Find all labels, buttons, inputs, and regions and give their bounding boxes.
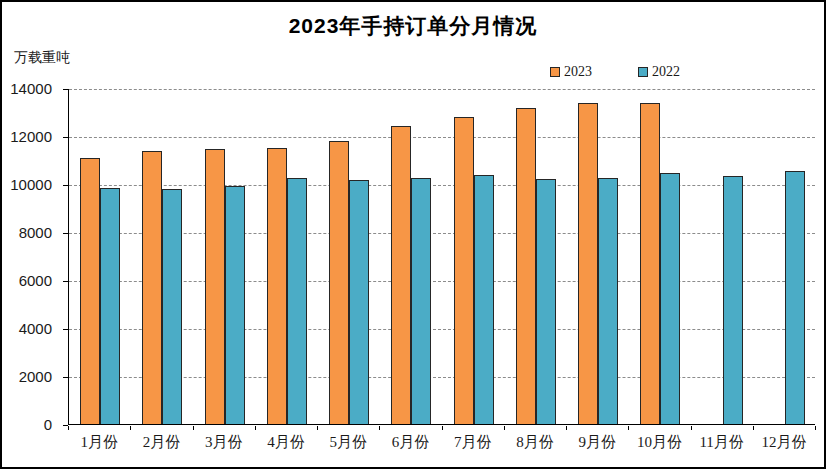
- bar-2022-4月份: [287, 178, 307, 424]
- x-axis-tick: [317, 426, 318, 430]
- chart-title: 2023年手持订单分月情况: [2, 12, 824, 40]
- legend-label-2023: 2023: [564, 64, 592, 80]
- x-axis-tick: [628, 426, 629, 430]
- legend-item-2023: 2023: [550, 64, 592, 80]
- x-axis-tick: [566, 426, 567, 430]
- bar-2023-4月份: [267, 148, 287, 424]
- legend-item-2022: 2022: [638, 64, 680, 80]
- bar-2023-10月份: [640, 103, 660, 424]
- x-axis-tick: [379, 426, 380, 430]
- chart-frame: 2023年手持订单分月情况 万载重吨 2023 2022 0 2000 4000 60…: [0, 0, 826, 469]
- bar-2022-9月份: [598, 178, 618, 424]
- y-tick-label-10000: 10000: [2, 176, 52, 193]
- y-axis-unit-label: 万载重吨: [14, 49, 70, 67]
- legend: 2023 2022: [550, 64, 680, 80]
- bar-2022-1月份: [100, 188, 120, 424]
- y-tick-label-6000: 6000: [2, 272, 52, 289]
- y-tick-label-0: 0: [2, 416, 52, 433]
- x-tick-label-5月份: 5月份: [329, 433, 367, 452]
- x-tick-label-10月份: 10月份: [637, 433, 682, 452]
- y-axis-tick: [63, 89, 68, 90]
- bar-2023-9月份: [578, 103, 598, 424]
- y-axis-tick: [63, 377, 68, 378]
- bar-2022-8月份: [536, 179, 556, 424]
- bar-2023-6月份: [391, 126, 411, 424]
- x-axis-tick: [255, 426, 256, 430]
- legend-swatch-2022: [638, 67, 648, 77]
- x-axis-tick: [442, 426, 443, 430]
- y-axis-tick: [63, 185, 68, 186]
- x-tick-label-8月份: 8月份: [516, 433, 554, 452]
- y-axis-tick: [63, 137, 68, 138]
- y-tick-label-4000: 4000: [2, 320, 52, 337]
- bar-2022-3月份: [225, 186, 245, 424]
- bar-2023-5月份: [329, 141, 349, 424]
- x-tick-label-11月份: 11月份: [699, 433, 743, 452]
- x-tick-label-6月份: 6月份: [392, 433, 430, 452]
- y-tick-label-2000: 2000: [2, 368, 52, 385]
- x-axis-tick: [130, 426, 131, 430]
- gridline-14000: [69, 89, 815, 90]
- x-tick-label-3月份: 3月份: [205, 433, 243, 452]
- bar-2022-7月份: [474, 175, 494, 424]
- bar-2022-6月份: [411, 178, 431, 424]
- x-tick-label-7月份: 7月份: [454, 433, 492, 452]
- legend-swatch-2023: [550, 67, 560, 77]
- y-tick-label-8000: 8000: [2, 224, 52, 241]
- plot-area: [68, 89, 815, 425]
- bar-2022-5月份: [349, 180, 369, 424]
- bar-2023-2月份: [142, 151, 162, 424]
- y-axis-tick: [63, 329, 68, 330]
- y-tick-label-12000: 12000: [2, 128, 52, 145]
- x-axis-tick: [753, 426, 754, 430]
- bar-2023-8月份: [516, 108, 536, 424]
- gridline-12000: [69, 137, 815, 138]
- bar-2022-2月份: [162, 189, 182, 424]
- x-axis-tick: [691, 426, 692, 430]
- bar-2022-12月份: [785, 171, 805, 424]
- y-axis-tick: [63, 233, 68, 234]
- y-axis-tick: [63, 281, 68, 282]
- x-tick-label-2月份: 2月份: [143, 433, 181, 452]
- x-tick-label-12月份: 12月份: [761, 433, 806, 452]
- x-tick-label-9月份: 9月份: [578, 433, 616, 452]
- gridline-10000: [69, 185, 815, 186]
- bar-2023-7月份: [454, 117, 474, 424]
- x-tick-label-4月份: 4月份: [267, 433, 305, 452]
- y-tick-label-14000: 14000: [2, 80, 52, 97]
- bar-2023-3月份: [205, 149, 225, 424]
- x-tick-label-1月份: 1月份: [80, 433, 118, 452]
- x-axis-tick: [815, 426, 816, 430]
- bar-2022-10月份: [660, 173, 680, 424]
- x-axis-tick: [504, 426, 505, 430]
- legend-label-2022: 2022: [652, 64, 680, 80]
- bar-2023-1月份: [80, 158, 100, 424]
- x-axis-tick: [68, 426, 69, 430]
- x-axis-tick: [193, 426, 194, 430]
- bar-2022-11月份: [723, 176, 743, 424]
